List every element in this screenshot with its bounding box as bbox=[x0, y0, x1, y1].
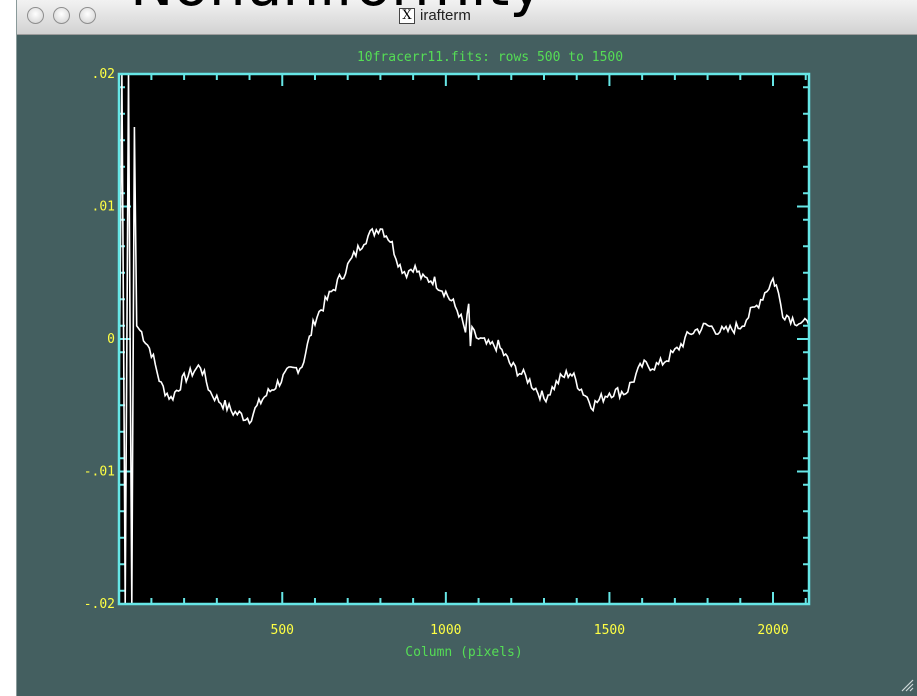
x-tick-label: 500 bbox=[271, 623, 294, 638]
y-tick-label: -.02 bbox=[84, 597, 115, 612]
minimize-button[interactable] bbox=[53, 7, 70, 24]
window-titlebar[interactable]: X irafterm bbox=[17, 0, 917, 35]
series-line bbox=[118, 73, 810, 605]
x11-icon: X bbox=[399, 7, 415, 24]
x-axis-label: Column (pixels) bbox=[405, 645, 522, 660]
irafterm-window: X irafterm 10fracerr11.fits: rows 500 to… bbox=[16, 0, 917, 696]
x-tick-label: 2000 bbox=[757, 623, 788, 638]
window-title: X irafterm bbox=[399, 7, 471, 24]
plot-background bbox=[119, 74, 809, 604]
y-tick-label: -.01 bbox=[84, 465, 115, 480]
plot-frame bbox=[117, 72, 811, 606]
y-tick-label: .02 bbox=[92, 67, 115, 82]
plot-area: 10fracerr11.fits: rows 500 to 1500 Column… bbox=[84, 50, 811, 660]
y-tick-label: 0 bbox=[107, 332, 115, 347]
resize-grip-icon[interactable] bbox=[900, 678, 914, 692]
zoom-button[interactable] bbox=[79, 7, 96, 24]
chart-title: 10fracerr11.fits: rows 500 to 1500 bbox=[357, 50, 623, 65]
x-tick-label: 1500 bbox=[594, 623, 625, 638]
y-tick-label: .01 bbox=[92, 200, 115, 215]
window-title-text: irafterm bbox=[420, 7, 471, 24]
close-button[interactable] bbox=[27, 7, 44, 24]
overlay-heading: Nonuniformity bbox=[130, 0, 544, 14]
x-tick-label: 1000 bbox=[430, 623, 461, 638]
